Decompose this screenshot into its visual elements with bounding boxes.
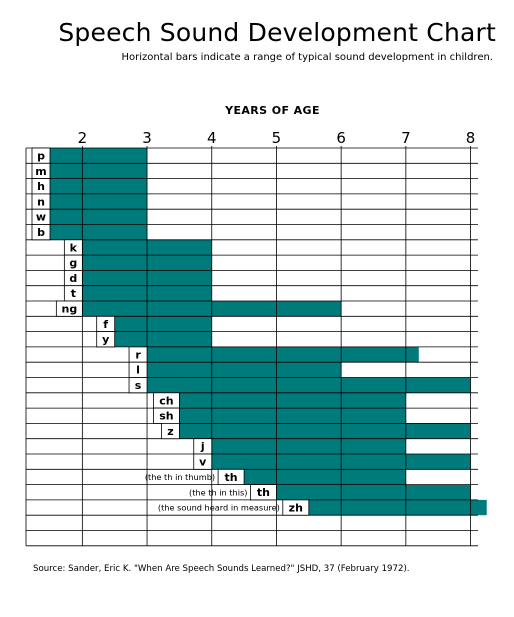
sound-label-k: k (70, 241, 78, 254)
sound-label-box (250, 484, 277, 501)
sound-label-box (55, 300, 83, 317)
bar-th (276, 484, 471, 500)
tick-label-2: 2 (78, 129, 88, 147)
tick-label-8: 8 (466, 129, 476, 147)
bar-ch (179, 392, 406, 409)
bar-r (147, 346, 419, 363)
bar-zh (308, 499, 487, 516)
bar-n (50, 193, 148, 210)
tick-layer: 2 3 4 5 6 7 8 (78, 129, 476, 147)
tick-label-5: 5 (272, 129, 282, 147)
sound-label-y: y (102, 333, 109, 346)
sound-label-ng: ng (61, 303, 77, 316)
sound-label-th: th (225, 471, 238, 484)
sound-label-f: f (103, 318, 108, 331)
sound-label-box (31, 224, 51, 241)
sound-label-ch: ch (159, 394, 173, 407)
sound-label-p: p (37, 150, 45, 163)
sound-label-box (217, 468, 245, 485)
sound-label-b: b (37, 226, 45, 239)
sound-label-t: t (71, 287, 76, 300)
sound-label-zh: zh (289, 501, 303, 514)
bar-m (50, 163, 148, 179)
sound-label-m: m (35, 165, 46, 178)
sound-label-j: j (200, 440, 205, 453)
bar-h (50, 178, 148, 194)
sound-label-box (96, 331, 116, 348)
sound-label-s: s (135, 379, 142, 392)
bar-z (179, 423, 471, 439)
bar-y (114, 331, 212, 347)
bar-th (244, 469, 406, 485)
sound-label-th: th (257, 486, 270, 499)
sound-label-box (160, 422, 180, 440)
sound-label-sh: sh (159, 410, 173, 423)
bar-w (50, 209, 148, 225)
source-citation: Source: Sander, Eric K. "When Are Speech… (33, 564, 410, 574)
sound-label-box (282, 499, 310, 516)
sound-label-h: h (37, 180, 45, 193)
bar-sh (179, 408, 406, 424)
sound-label-v: v (199, 456, 207, 469)
sound-label-g: g (69, 257, 77, 270)
sound-note: (the th in this) (189, 487, 247, 497)
chart-subtitle: Horizontal bars indicate a range of typi… (121, 52, 493, 63)
bar-l (147, 362, 342, 378)
sound-note: (the th in thumb) (145, 472, 215, 482)
bar-f (114, 316, 212, 332)
tick-label-6: 6 (336, 129, 346, 147)
sound-label-z: z (167, 425, 173, 438)
chart-title: Speech Sound Development Chart (58, 18, 496, 47)
tick-label-7: 7 (401, 129, 411, 147)
sound-label-box (128, 377, 148, 394)
sound-label-l: l (136, 364, 140, 377)
bar-b (50, 224, 148, 240)
tick-label-4: 4 (207, 129, 217, 147)
sound-note: (the sound heard in measure) (158, 503, 280, 513)
sound-label-box (193, 453, 213, 470)
bar-p (50, 148, 148, 164)
sound-label-w: w (36, 211, 46, 224)
x-axis-title: YEARS OF AGE (225, 104, 320, 117)
tick-label-3: 3 (142, 129, 152, 147)
bar-s (147, 377, 471, 393)
sound-label-n: n (37, 195, 45, 208)
bar-j (211, 438, 406, 454)
sound-label-d: d (69, 272, 77, 285)
sound-label-r: r (135, 348, 141, 361)
